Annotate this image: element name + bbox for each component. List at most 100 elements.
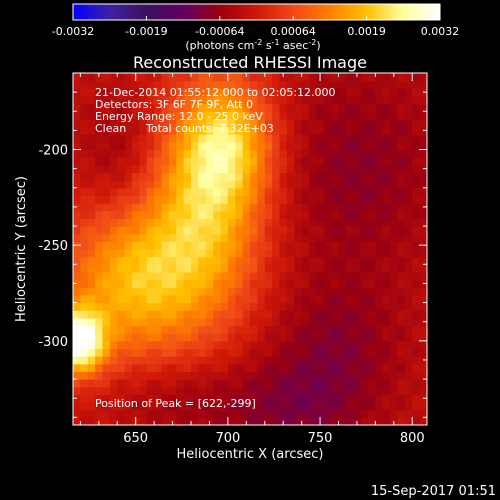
heatmap-cell [316,348,325,357]
heatmap-cell [390,218,399,227]
heatmap-cell [205,195,214,204]
heatmap-cell [205,287,214,296]
heatmap-cell [168,95,177,105]
heatmap-cell [419,402,427,411]
heatmap-cell [309,294,317,304]
heatmap-cell [360,88,369,97]
heatmap-cell [146,394,155,403]
heatmap-cell [235,80,244,89]
heatmap-cell [73,310,81,319]
heatmap-cell [95,210,104,219]
heatmap-cell [191,402,199,411]
heatmap-cell [353,180,362,189]
heatmap-cell [279,126,288,135]
heatmap-cell [286,249,295,258]
heatmap-cell [323,356,332,365]
heatmap-cell [368,210,376,219]
heatmap-cell [109,157,118,166]
heatmap-cell [353,241,362,250]
heatmap-cell [109,294,118,304]
heatmap-cell [375,325,384,334]
heatmap-cell [264,271,273,281]
heatmap-cell [382,371,391,380]
heatmap-cell [183,363,192,373]
heatmap-cell [272,356,281,365]
heatmap-cell [132,348,140,357]
heatmap-cell [146,73,155,82]
heatmap-cell [191,126,199,135]
heatmap-cell [205,340,214,350]
heatmap-cell [309,417,317,425]
heatmap-cell [419,386,427,395]
heatmap-cell [154,118,163,128]
heatmap-cell [176,134,185,143]
heatmap-cell [220,88,229,97]
heatmap-cell [102,271,111,281]
heatmap-cell [102,88,111,97]
heatmap-cell [345,103,354,112]
heatmap-cell [286,233,295,242]
heatmap-cell [213,149,222,158]
heatmap-cell [183,241,192,250]
heatmap-cell [161,302,170,311]
heatmap-cell [250,279,258,288]
heatmap-cell [286,226,295,235]
heatmap-cell [80,80,89,89]
heatmap-cell [286,149,295,158]
heatmap-cell [109,126,118,135]
heatmap-cell [412,241,421,250]
heatmap-cell [95,241,104,250]
colorbar-strip [72,3,441,21]
heatmap-cell [213,417,222,425]
heatmap-cell [168,317,177,327]
heatmap-cell [338,371,347,380]
heatmap-cell [264,386,273,395]
heatmap-cell [345,394,354,403]
heatmap-cell [124,226,133,235]
heatmap-cell [242,88,251,97]
heatmap-cell [102,287,111,296]
heatmap-cell [161,180,170,189]
heatmap-cell [338,294,347,304]
heatmap-cell [382,73,391,82]
heatmap-cell [338,386,347,395]
heatmap-cell [382,417,391,425]
heatmap-cell [132,195,140,204]
heatmap-cell [360,157,369,166]
heatmap-cell [242,256,251,265]
heatmap-cell [242,363,251,373]
x-axis-ticks: 650 700 750 800 [79,73,425,446]
heatmap-cell [198,317,207,327]
heatmap-cell [117,249,126,258]
colorbar-tick-label: -0.00064 [195,25,244,38]
heatmap-cell [338,180,347,189]
heatmap-cell [227,172,236,181]
heatmap-cell [294,95,303,105]
heatmap-cell [80,317,89,327]
heatmap-cell [109,340,118,350]
heatmap-cell [301,134,310,143]
heatmap-cell [279,203,288,212]
heatmap-cell [375,164,384,174]
heatmap-cell [272,80,281,89]
heatmap-cell [220,118,229,128]
heatmap-cell [117,363,126,373]
heatmap-cell [124,256,133,265]
heatmap-cell [213,218,222,227]
heatmap-cell [419,256,427,265]
heatmap-cell [205,187,214,197]
heatmap-cell [301,371,310,380]
heatmap-cell [360,118,369,128]
heatmap-cell [309,149,317,158]
heatmap-cell [360,180,369,189]
heatmap-cell [227,80,236,89]
heatmap-cell [375,340,384,350]
heatmap-cell [301,95,310,105]
heatmap-cell [301,340,310,350]
heatmap-cell [264,287,273,296]
heatmap-cell [368,256,376,265]
heatmap-cell [154,271,163,281]
heatmap-cell [220,325,229,334]
heatmap-cell [139,271,148,281]
heatmap-cell [242,149,251,158]
